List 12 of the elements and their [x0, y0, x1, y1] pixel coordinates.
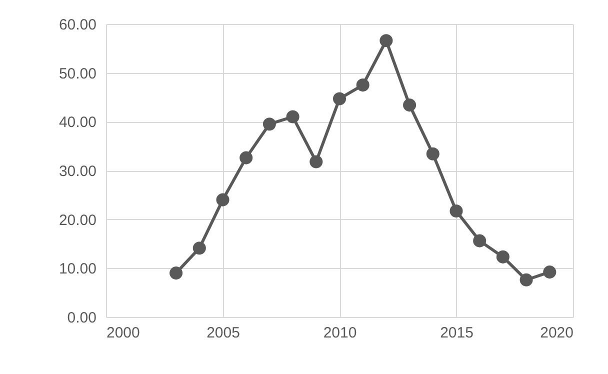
x-tick-label: 2015 — [440, 324, 474, 342]
y-tick-label: 20.00 — [58, 212, 96, 229]
y-tick-label: 30.00 — [58, 163, 96, 180]
y-tick-label: 40.00 — [58, 114, 96, 132]
y-tick-label: 60.00 — [58, 16, 96, 34]
x-tick-label: 2005 — [206, 324, 240, 342]
x-tick-label: 2010 — [323, 324, 357, 342]
x-tick-label: 2020 — [540, 324, 574, 342]
x-tick-label: 2000 — [106, 324, 140, 342]
y-tick-label: 50.00 — [58, 65, 96, 82]
y-tick-label: 10.00 — [58, 260, 96, 278]
y-tick-label: 0.00 — [67, 310, 96, 326]
